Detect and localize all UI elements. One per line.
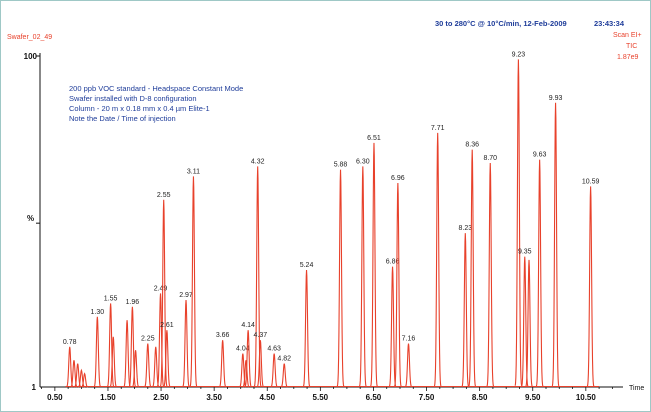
chromatogram-peak	[586, 186, 595, 387]
note-line-4: Note the Date / Time of injection	[69, 114, 176, 123]
peak-label: 6.30	[356, 158, 370, 165]
chromatogram-peak	[123, 320, 131, 388]
x-axis-label: Time	[629, 385, 644, 392]
y-tick-label-min: 1	[32, 383, 37, 392]
peak-label: 4.32	[251, 158, 265, 165]
chromatogram-peak	[280, 363, 288, 388]
sample-id-label: Swafer_02_49	[7, 34, 53, 41]
chromatogram-peak	[128, 306, 137, 387]
note-line-1: 200 ppb VOC standard - Headspace Constan…	[69, 84, 244, 93]
method-label: 30 to 280°C @ 10°C/min, 12-Feb-2009	[435, 19, 567, 28]
chromatogram-peak	[189, 176, 198, 387]
peak-label: 6.51	[367, 135, 381, 142]
chromatogram-peak	[404, 343, 413, 388]
peak-label: 4.14	[241, 322, 255, 329]
chromatogram-peak	[253, 166, 262, 387]
x-tick-label: 2.50	[153, 393, 169, 402]
chromatogram-peak	[132, 350, 140, 388]
peak-label: 2.61	[160, 322, 174, 329]
x-tick-label: 3.50	[206, 393, 222, 402]
chromatogram-peak	[521, 256, 529, 387]
chromatogram-peak	[239, 353, 247, 388]
peak-label: 7.16	[402, 336, 416, 343]
chromatogram-peak	[388, 266, 397, 387]
x-tick-label: 9.50	[525, 393, 541, 402]
peak-label: 7.71	[431, 125, 445, 132]
peak-label: 0.78	[63, 339, 77, 346]
chromatogram-peak	[81, 372, 88, 388]
chromatogram-peak	[219, 340, 227, 388]
chromatogram-peak	[256, 340, 264, 388]
peak-label: 3.11	[187, 168, 200, 175]
note-line-2: Swafer installed with D-8 configuration	[69, 94, 197, 103]
chromatogram-peak	[144, 343, 152, 388]
chromatogram-peak	[182, 300, 190, 387]
injection-time-label: 23:43:34	[594, 19, 625, 28]
peak-label: 5.88	[334, 162, 348, 169]
peak-label: 9.93	[549, 95, 563, 102]
peak-label: 8.23	[458, 225, 472, 232]
chromatogram-peak	[156, 293, 165, 387]
chromatogram-peak	[394, 183, 402, 387]
x-tick-label: 5.50	[313, 393, 329, 402]
chromatogram-peak	[535, 159, 544, 387]
peak-label: 4.37	[254, 332, 268, 339]
peak-label: 5.24	[300, 262, 314, 269]
x-tick-label: 1.50	[100, 393, 116, 402]
peak-label: 9.63	[533, 152, 547, 159]
peak-label: 9.23	[512, 51, 526, 58]
chromatogram-peak	[244, 330, 252, 388]
peak-label: 2.25	[141, 336, 155, 343]
x-tick-label: 0.50	[47, 393, 63, 402]
chromatogram-peak	[486, 162, 494, 387]
x-tick-label: 10.50	[576, 393, 597, 402]
peak-label: 3.66	[216, 332, 230, 339]
chromatogram-peak	[302, 269, 311, 387]
y-tick-label-max: 100	[24, 52, 38, 61]
chromatogram-peak	[66, 346, 74, 388]
peak-label: 1.96	[126, 299, 140, 306]
y-axis-label: %	[27, 214, 35, 223]
chromatogram-peak	[468, 149, 476, 387]
peak-label: 4.82	[277, 356, 291, 363]
peak-label: 6.86	[386, 259, 400, 266]
peak-label: 1.55	[104, 295, 118, 302]
x-tick-label: 6.50	[366, 393, 382, 402]
peak-label: 2.49	[154, 285, 168, 292]
trace-type-label: TIC	[626, 43, 638, 50]
x-tick-label: 4.50	[259, 393, 275, 402]
chromatogram-peak	[433, 132, 442, 387]
chromatogram-peak	[551, 102, 560, 386]
peak-label: 1.30	[91, 309, 105, 316]
chromatogram-peak	[270, 353, 278, 388]
chromatogram-peak	[461, 233, 470, 387]
chromatogram-peak	[109, 336, 117, 388]
chromatogram-peak	[106, 303, 115, 387]
intensity-label: 1.87e9	[617, 54, 639, 61]
peak-label: 10.59	[582, 178, 600, 185]
x-tick-label: 7.50	[419, 393, 435, 402]
chromatogram-peak	[370, 142, 378, 387]
peak-label: 2.55	[157, 192, 171, 199]
peak-label: 9.35	[518, 249, 532, 256]
chromatogram-peak	[359, 166, 367, 387]
chromatogram-peak	[336, 169, 345, 387]
peak-label: 8.70	[483, 155, 497, 162]
chromatogram-peak	[242, 360, 250, 388]
peak-label: 4.04	[236, 346, 250, 353]
note-line-3: Column - 20 m x 0.18 mm x 0.4 µm Elite-1	[69, 104, 210, 113]
peak-label: 6.96	[391, 175, 405, 182]
chromatogram-peak	[514, 59, 523, 386]
peak-label: 8.36	[465, 142, 479, 149]
chromatogram-peak	[163, 330, 171, 388]
scan-mode-label: Scan EI+	[613, 32, 642, 39]
x-tick-label: 8.50	[472, 393, 488, 402]
chromatogram-peak	[93, 316, 101, 388]
chromatogram-peak	[78, 368, 85, 388]
peak-label: 4.63	[267, 346, 281, 353]
peak-label: 2.97	[179, 292, 193, 299]
